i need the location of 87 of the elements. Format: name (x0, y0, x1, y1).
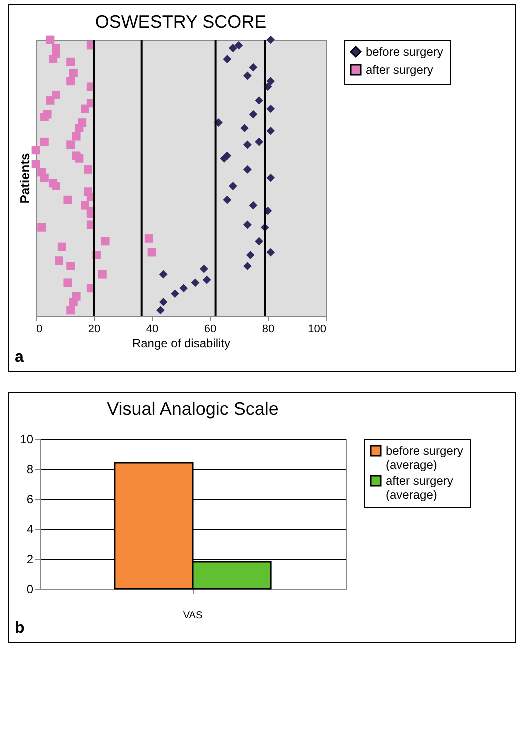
chart-title: OSWESTRY SCORE (95, 12, 267, 32)
point (144, 234, 154, 243)
point (46, 96, 55, 105)
legend-label: after surgery (average) (386, 474, 454, 502)
x-tick-label: 100 (308, 324, 326, 336)
point (75, 124, 84, 133)
point (180, 284, 188, 293)
point (81, 104, 90, 114)
point (244, 72, 252, 80)
point (255, 138, 264, 146)
point (171, 290, 180, 298)
point (55, 256, 64, 265)
point (191, 278, 200, 288)
point (223, 55, 232, 64)
point (244, 166, 252, 174)
point (246, 251, 255, 260)
point (64, 278, 72, 288)
point (159, 270, 168, 279)
point (266, 36, 276, 44)
legend-label: before surgery (average) (386, 444, 464, 472)
point (255, 237, 264, 246)
point (101, 237, 110, 246)
point (266, 174, 276, 182)
x-tick-label: VAS (183, 610, 203, 622)
y-tick-label: 2 (26, 552, 34, 566)
point (229, 44, 238, 52)
point (66, 306, 75, 315)
point (200, 264, 208, 274)
x-axis-title: Range of disability (132, 336, 231, 350)
point (244, 140, 252, 150)
y-tick-label: 6 (26, 492, 34, 506)
point (266, 248, 276, 257)
point (64, 196, 72, 204)
point (49, 55, 58, 64)
point (75, 154, 84, 163)
point (249, 201, 258, 210)
y-tick-label: 0 (26, 582, 34, 596)
y-tick-label: 10 (20, 432, 34, 446)
point (98, 270, 107, 279)
point (240, 124, 249, 133)
point (244, 262, 252, 271)
point (81, 201, 90, 210)
point (84, 166, 92, 174)
point (229, 182, 238, 190)
point (66, 77, 75, 86)
point (234, 41, 244, 50)
point (46, 36, 55, 44)
point (40, 174, 49, 182)
legend-label: before surgery (366, 45, 444, 59)
point (202, 276, 212, 284)
text: a (15, 349, 24, 367)
text: b (15, 620, 25, 638)
point (40, 113, 49, 122)
point (58, 242, 66, 252)
point (249, 110, 258, 119)
y-tick-label: 4 (26, 522, 34, 536)
chart-title: Visual Analogic Scale (107, 399, 279, 419)
point (32, 146, 40, 155)
point (244, 220, 252, 230)
point (255, 96, 264, 105)
y-tick-label: 8 (26, 462, 34, 476)
point (220, 154, 229, 163)
point (266, 77, 276, 86)
point (156, 306, 165, 315)
point (52, 182, 60, 190)
point (249, 63, 258, 72)
x-tick-label: 60 (204, 324, 217, 336)
legend-label: after surgery (366, 63, 434, 77)
point (223, 196, 232, 204)
point (266, 126, 276, 136)
point (32, 160, 40, 168)
point (40, 138, 49, 146)
point (38, 223, 46, 232)
point (66, 140, 75, 150)
point (72, 132, 81, 141)
y-axis-title: Patients (18, 153, 32, 204)
x-tick-label: 20 (88, 324, 101, 336)
point (70, 298, 78, 306)
point (159, 298, 168, 306)
point (266, 104, 276, 114)
x-tick-label: 0 (36, 324, 43, 336)
x-tick-label: 80 (262, 324, 275, 336)
point (148, 248, 156, 257)
point (66, 58, 75, 66)
point (66, 262, 75, 271)
point (70, 68, 78, 78)
x-tick-label: 40 (146, 324, 159, 336)
